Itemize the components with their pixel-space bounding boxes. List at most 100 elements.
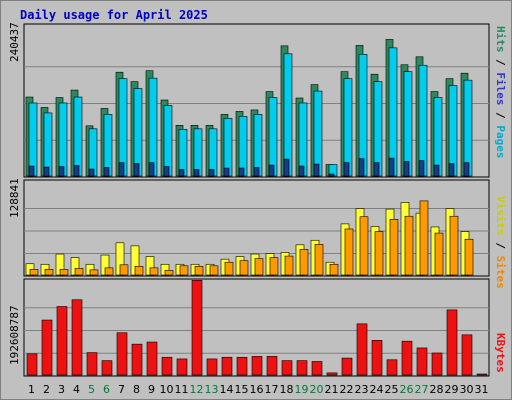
bar-pages [163,166,170,177]
bar-kbytes [116,332,128,376]
bar-sites [104,267,114,276]
bar-sites [269,257,279,276]
bar-kbytes [371,340,383,376]
bar-kbytes [341,357,353,376]
bar-kbytes [206,358,218,376]
bar-sites [134,266,144,276]
bar-sites [209,265,219,276]
bar-pages [358,158,365,177]
bar-sites [329,263,339,276]
bar-sites [89,269,99,276]
bar-kbytes [221,356,233,376]
x-tick-label: 23 [355,383,369,396]
bar-pages [313,163,320,177]
bar-files [238,116,248,177]
bar-files [463,79,473,177]
bar-pages [388,157,395,177]
bar-pages [223,167,230,177]
x-tick-label: 11 [175,383,189,396]
x-tick-label: 17 [265,383,279,396]
bar-files [283,53,293,177]
bar-sites [464,238,474,276]
bar-kbytes [176,358,188,376]
x-tick-label: 7 [118,383,125,396]
bar-files [373,81,383,177]
bar-pages [433,164,440,177]
bar-sites [359,216,369,276]
bar-kbytes [461,334,473,376]
bar-files [223,118,233,177]
bar-kbytes [386,359,398,376]
bar-pages [148,162,155,177]
bar-sites [179,265,189,276]
x-tick-label: 5 [88,383,95,396]
bar-sites [44,269,54,276]
bar-kbytes [416,347,428,376]
x-tick-label: 26 [400,383,414,396]
bar-pages [238,167,245,177]
bar-sites [404,215,414,276]
bar-kbytes [191,280,203,376]
bar-kbytes [26,353,38,376]
bar-files [193,128,203,177]
x-tick-label: 22 [340,383,354,396]
x-tick-label: 19 [295,383,309,396]
x-tick-label: 31 [475,383,489,396]
legend-hits: Hits [494,26,507,53]
bar-pages [268,164,275,177]
legend-files: Files [494,72,507,106]
bar-files [448,85,458,177]
bar-pages [88,168,95,177]
panel2-right-label: Visits / Sites [494,196,507,289]
bar-pages [73,165,80,177]
bar-pages [298,165,305,177]
bar-files [268,97,278,177]
bar-files [73,96,83,177]
bar-files [388,47,398,177]
chart-title: Daily usage for April 2025 [20,8,208,22]
bar-pages [373,162,380,177]
bar-files [178,129,188,177]
bar-kbytes [251,356,263,376]
bar-pages [118,162,125,177]
bar-kbytes [161,356,173,376]
bar-kbytes [431,352,443,376]
bar-sites [449,215,459,276]
bar-pages [418,160,425,177]
bar-sites [74,268,84,276]
bar-pages [448,163,455,177]
bar-files [343,78,353,177]
bar-kbytes [86,352,98,376]
x-tick-label: 2 [43,383,50,396]
bar-pages [133,163,140,177]
bar-kbytes [41,319,53,376]
bar-pages [253,167,260,177]
bar-files [418,64,428,177]
panel3-y-tick-label: 192608787 [8,305,21,365]
legend-kbytes: KBytes [494,333,507,373]
x-tick-label: 15 [235,383,249,396]
bar-kbytes [236,356,248,376]
bar-kbytes [356,323,368,376]
panel3-right-label: KBytes [494,333,507,373]
bar-sites [254,258,264,276]
x-tick-label: 9 [148,383,155,396]
legend-sites: Sites [494,255,507,289]
bar-sites [239,260,249,276]
bar-files [208,128,218,177]
bar-files [133,88,143,177]
bar-sites [59,269,69,276]
x-tick-label: 10 [160,383,174,396]
bar-sites [314,244,324,276]
bar-files [433,97,443,177]
bar-pages [178,169,185,177]
x-tick-label: 27 [415,383,429,396]
bar-sites [149,267,159,276]
x-tick-label: 29 [445,383,459,396]
bar-sites [374,231,384,276]
x-tick-label: 18 [280,383,294,396]
bar-pages [58,166,65,177]
x-tick-label: 3 [58,383,65,396]
bar-sites [119,264,129,276]
bar-kbytes [401,340,413,376]
